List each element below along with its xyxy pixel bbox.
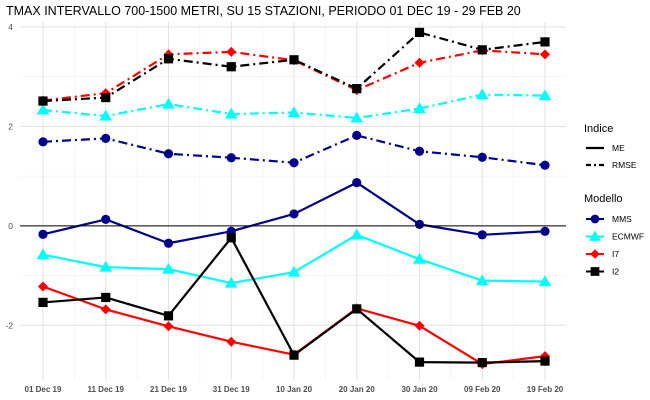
legend-key-marker-i7 bbox=[590, 249, 600, 259]
data-point-mms-rmse bbox=[540, 160, 550, 170]
data-point-mms-rmse bbox=[352, 130, 362, 140]
data-point-ecmwf-rmse bbox=[475, 88, 489, 100]
data-point-i2-rmse bbox=[289, 55, 299, 65]
data-point-mms-rmse bbox=[101, 133, 111, 143]
data-point-mms-rmse bbox=[289, 158, 299, 168]
data-point-i2-rmse bbox=[226, 62, 236, 72]
data-point-ecmwf-me bbox=[99, 260, 113, 272]
data-point-i7-me bbox=[414, 320, 425, 331]
y-tick-label: -2 bbox=[5, 320, 13, 330]
data-point-i7-rmse bbox=[226, 46, 237, 57]
x-tick-label: 19 Feb 20 bbox=[527, 385, 564, 394]
data-point-i2-me bbox=[101, 292, 111, 303]
data-point-mms-me bbox=[38, 229, 48, 239]
data-point-ecmwf-me bbox=[36, 248, 50, 260]
data-point-i2-me bbox=[163, 311, 174, 321]
legend: Indice ME RMSE Modello MMS ECMWF I7 I2 bbox=[584, 123, 644, 277]
legend-title-indice: Indice bbox=[584, 123, 613, 135]
x-tick-label: 09 Feb 20 bbox=[464, 385, 501, 394]
data-point-i2-me bbox=[289, 350, 299, 360]
data-point-ecmwf-me bbox=[287, 265, 301, 277]
data-point-ecmwf-me bbox=[162, 262, 175, 274]
legend-key-marker-mms bbox=[590, 214, 600, 224]
x-tick-label: 11 Dec 19 bbox=[88, 385, 125, 394]
x-tick-label: 30 Jan 20 bbox=[401, 385, 438, 394]
data-point-ecmwf-me bbox=[538, 275, 552, 287]
data-point-mms-rmse bbox=[163, 149, 174, 159]
legend-label-i7: I7 bbox=[612, 249, 619, 259]
data-point-mms-rmse bbox=[38, 137, 48, 147]
data-point-mms-me bbox=[101, 214, 111, 224]
data-point-i7-rmse bbox=[540, 49, 550, 60]
data-point-ecmwf-me bbox=[475, 274, 489, 286]
data-point-mms-me bbox=[540, 226, 550, 236]
plot-series bbox=[36, 27, 552, 370]
data-point-i2-me bbox=[477, 357, 487, 368]
data-point-mms-me bbox=[477, 230, 487, 240]
data-point-i2-rmse bbox=[477, 45, 487, 55]
data-point-i2-me bbox=[540, 356, 550, 366]
legend-label-me: ME bbox=[612, 143, 625, 153]
data-point-mms-rmse bbox=[477, 152, 487, 162]
data-point-i2-rmse bbox=[352, 84, 362, 94]
legend-label-mms: MMS bbox=[612, 214, 632, 224]
data-point-i2-rmse bbox=[414, 27, 425, 38]
data-point-i2-rmse bbox=[101, 92, 111, 103]
data-point-i7-me bbox=[100, 304, 111, 315]
legend-label-ecmwf: ECMWF bbox=[612, 232, 644, 242]
data-point-i2-me bbox=[38, 297, 48, 308]
y-tick-label: 4 bbox=[8, 22, 13, 32]
y-tick-label: 2 bbox=[8, 121, 13, 131]
data-point-ecmwf-me bbox=[350, 228, 364, 240]
data-point-mms-rmse bbox=[414, 146, 425, 156]
data-point-i2-me bbox=[414, 357, 425, 367]
data-point-i7-me bbox=[163, 321, 174, 332]
data-point-mms-me bbox=[352, 178, 362, 188]
legend-key-marker-i2 bbox=[590, 267, 600, 276]
legend-title-modello: Modello bbox=[584, 193, 623, 205]
plot-grid bbox=[20, 22, 566, 380]
series-line-i7-rmse bbox=[42, 49, 546, 102]
legend-label-i2: I2 bbox=[612, 267, 619, 277]
data-point-i7-me bbox=[226, 336, 237, 347]
data-point-ecmwf-me bbox=[224, 276, 238, 288]
data-point-mms-me bbox=[289, 209, 299, 219]
x-tick-label: 10 Jan 20 bbox=[276, 385, 313, 394]
data-point-ecmwf-rmse bbox=[224, 107, 238, 119]
data-point-mms-rmse bbox=[226, 153, 236, 163]
series-line-i2-rmse bbox=[42, 31, 546, 103]
data-point-i2-rmse bbox=[163, 54, 174, 64]
data-point-ecmwf-rmse bbox=[99, 109, 113, 121]
x-tick-label: 01 Dec 19 bbox=[25, 385, 62, 394]
x-tick-label: 21 Dec 19 bbox=[150, 385, 187, 394]
y-tick-label: 0 bbox=[8, 221, 13, 231]
data-point-ecmwf-rmse bbox=[350, 111, 364, 123]
data-point-i7-me bbox=[38, 281, 48, 292]
data-point-ecmwf-me bbox=[413, 252, 426, 264]
data-point-ecmwf-rmse bbox=[538, 89, 552, 101]
legend-key-marker-ecmwf bbox=[589, 230, 601, 241]
chart-title: TMAX INTERVALLO 700-1500 METRI, SU 15 ST… bbox=[6, 4, 521, 18]
data-point-ecmwf-rmse bbox=[36, 103, 50, 115]
data-point-ecmwf-rmse bbox=[162, 97, 175, 109]
data-point-i7-rmse bbox=[414, 57, 425, 68]
data-point-i2-me bbox=[226, 233, 236, 243]
data-point-ecmwf-rmse bbox=[287, 106, 301, 118]
x-tick-label: 31 Dec 19 bbox=[213, 385, 250, 394]
data-point-i2-rmse bbox=[38, 96, 48, 106]
data-point-i2-rmse bbox=[540, 37, 550, 47]
x-tick-label: 20 Jan 20 bbox=[339, 385, 376, 394]
data-point-mms-me bbox=[414, 219, 425, 229]
plot-axes: -2 0 2 4 01 Dec 19 11 Dec 19 21 Dec 19 31 Dec 1… bbox=[5, 22, 566, 394]
data-point-mms-me bbox=[163, 238, 174, 248]
data-point-ecmwf-rmse bbox=[413, 102, 426, 114]
legend-label-rmse: RMSE bbox=[612, 160, 637, 170]
data-point-i2-me bbox=[352, 304, 362, 314]
